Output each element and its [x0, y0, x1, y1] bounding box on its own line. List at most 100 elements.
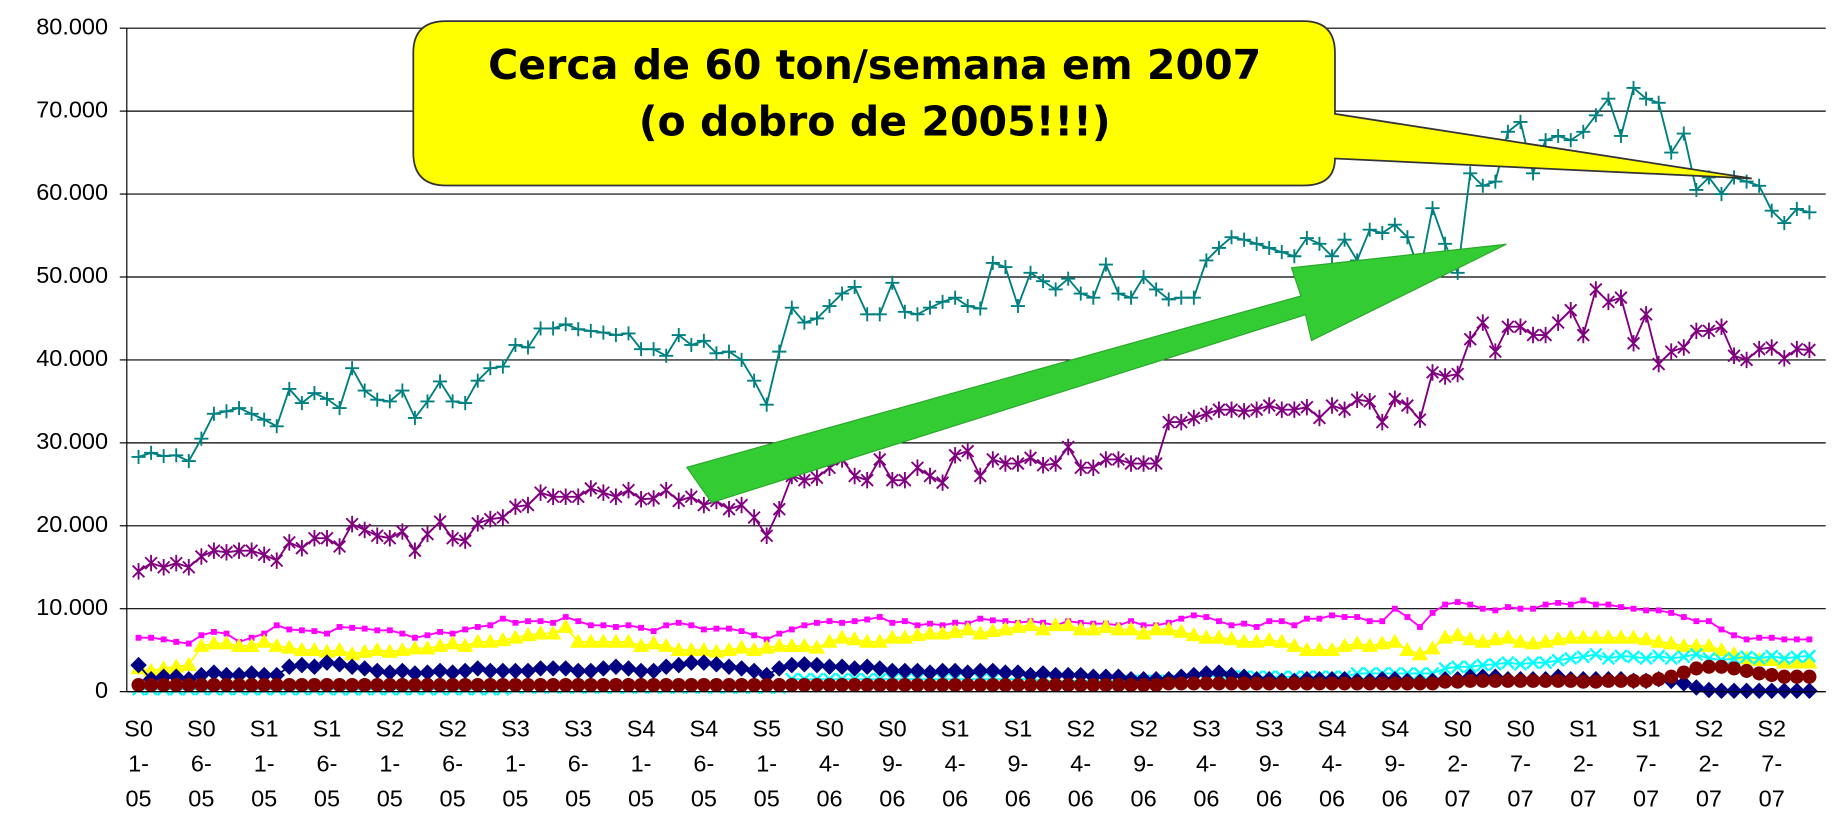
marker	[788, 626, 795, 633]
marker	[1022, 617, 1039, 632]
marker	[663, 622, 670, 629]
x-tick-label: S27-07	[1757, 716, 1787, 813]
marker	[269, 677, 284, 693]
marker	[657, 637, 675, 652]
marker	[1588, 108, 1603, 123]
marker	[1613, 128, 1629, 144]
marker	[973, 467, 987, 485]
marker	[332, 400, 347, 416]
marker	[607, 658, 625, 675]
marker	[508, 498, 522, 515]
marker	[345, 515, 359, 533]
marker	[772, 344, 787, 359]
marker	[1048, 677, 1063, 693]
marker	[1190, 612, 1197, 619]
marker	[1350, 676, 1365, 691]
marker	[885, 275, 900, 290]
marker	[1374, 635, 1391, 650]
marker	[1400, 230, 1415, 245]
marker	[1048, 282, 1063, 297]
marker	[1551, 653, 1565, 667]
marker	[745, 641, 763, 657]
marker	[1074, 459, 1088, 476]
marker	[973, 301, 988, 316]
marker	[383, 530, 397, 547]
marker	[381, 643, 399, 658]
x-tick-label: S46-05	[689, 716, 719, 813]
marker	[670, 656, 687, 674]
marker	[1049, 455, 1063, 472]
marker	[1010, 298, 1025, 314]
marker	[1789, 201, 1804, 217]
marker	[156, 677, 171, 693]
x-tick-label: S16-05	[312, 716, 342, 813]
marker	[507, 629, 524, 644]
series	[132, 281, 1816, 580]
marker	[587, 622, 594, 629]
marker	[646, 342, 661, 357]
marker	[821, 633, 838, 648]
marker	[230, 637, 248, 652]
marker	[1023, 677, 1038, 693]
marker	[169, 448, 184, 463]
marker	[1124, 455, 1138, 472]
marker	[814, 619, 820, 626]
marker	[1765, 339, 1779, 356]
marker	[1034, 665, 1052, 682]
marker	[243, 637, 260, 652]
marker	[1589, 281, 1603, 298]
marker	[688, 622, 695, 629]
marker	[1210, 664, 1228, 681]
marker	[445, 394, 460, 409]
marker	[1303, 615, 1310, 622]
marker	[910, 307, 925, 322]
marker	[1488, 673, 1503, 688]
marker	[683, 641, 700, 657]
marker	[1002, 618, 1009, 625]
marker	[1714, 187, 1729, 202]
marker	[909, 627, 926, 642]
marker	[934, 625, 951, 640]
marker	[1436, 629, 1454, 644]
marker	[557, 660, 574, 677]
marker	[922, 300, 938, 315]
marker	[223, 630, 230, 637]
marker	[395, 383, 410, 398]
marker	[609, 488, 623, 505]
marker	[595, 660, 612, 677]
x-tick-label-box: S11-05	[250, 716, 279, 812]
marker	[1500, 673, 1515, 688]
marker	[683, 654, 700, 671]
marker	[1354, 614, 1361, 620]
marker	[444, 635, 461, 650]
marker	[745, 662, 763, 680]
marker	[784, 677, 799, 693]
marker	[131, 449, 146, 464]
marker	[281, 639, 298, 654]
x-tick-label: S41-05	[626, 716, 656, 813]
marker	[986, 451, 1000, 468]
marker	[657, 658, 675, 675]
marker	[261, 630, 268, 637]
marker	[846, 631, 863, 646]
marker	[198, 632, 205, 639]
marker	[872, 677, 887, 693]
marker	[997, 621, 1014, 636]
marker	[356, 643, 373, 658]
marker	[320, 530, 334, 547]
marker	[319, 677, 335, 693]
marker	[758, 639, 775, 654]
marker	[897, 304, 912, 319]
marker	[1777, 216, 1792, 231]
marker	[1329, 612, 1335, 619]
x-tick-label-box: S09-06	[878, 716, 907, 812]
marker	[449, 630, 456, 637]
marker	[595, 633, 612, 648]
marker	[935, 677, 950, 693]
marker	[721, 344, 737, 359]
marker	[431, 662, 449, 680]
arrow-shape	[685, 243, 1507, 504]
marker	[1300, 398, 1314, 416]
marker	[1664, 651, 1678, 666]
marker	[708, 643, 725, 658]
